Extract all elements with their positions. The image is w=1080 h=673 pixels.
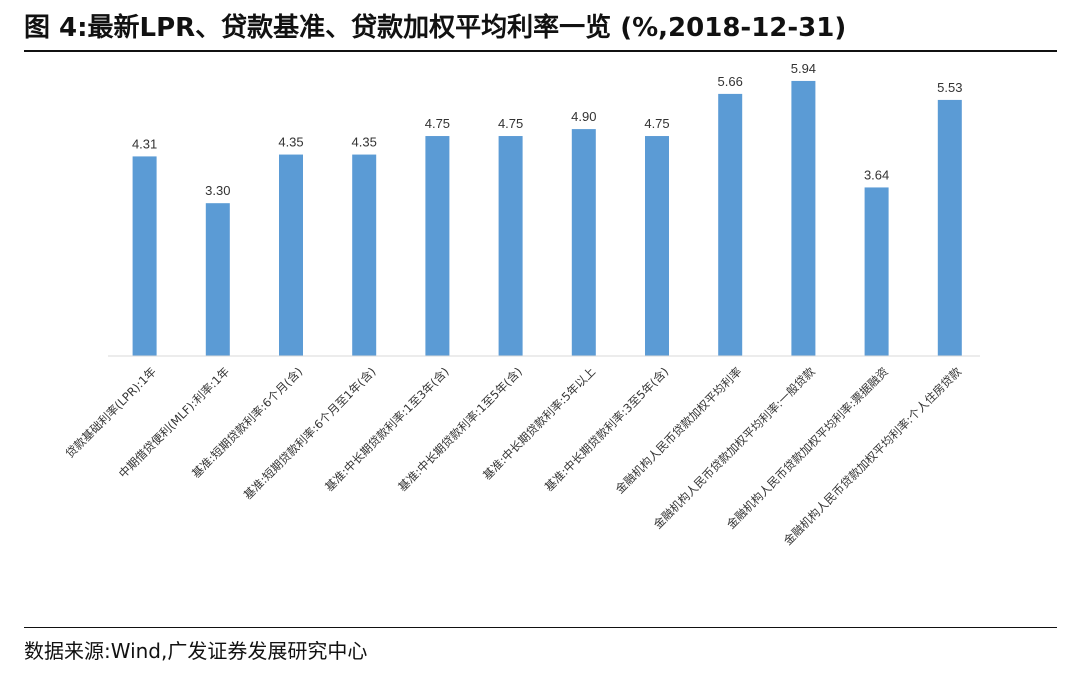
bar-1: [132, 156, 157, 356]
category-labels-group: 贷款基础利率(LPR):1年中期借贷便利(MLF):利率:1年基准:短期贷款利率…: [63, 364, 965, 548]
bar-9: [718, 93, 743, 356]
value-label-1: 4.31: [132, 136, 157, 151]
bar-12: [937, 99, 962, 357]
value-label-11: 3.64: [864, 167, 889, 182]
category-label-9: 金融机构人民币贷款加权平均利率: [613, 364, 745, 496]
category-label-11: 金融机构人民币贷款加权平均利率:票据融资: [724, 364, 891, 531]
category-label-8: 基准:中长期贷款利率:3至5年(含): [542, 364, 672, 494]
category-label-10: 金融机构人民币贷款加权平均利率:一般贷款: [651, 364, 818, 531]
bar-6: [498, 136, 523, 356]
value-labels-group: 4.31 3.30 4.35 4.35 4.75 4.75 4.90 4.75 5.66 5.94…: [132, 61, 963, 198]
category-label-4: 基准:短期贷款利率:6个月至1年(含): [241, 364, 379, 502]
value-label-9: 5.66: [718, 74, 743, 89]
source-note: 数据来源:Wind,广发证券发展研究中心: [24, 639, 368, 663]
value-label-4: 4.35: [352, 135, 377, 150]
value-label-2: 3.30: [205, 183, 230, 198]
value-label-5: 4.75: [425, 116, 450, 131]
bar-3: [279, 154, 303, 356]
category-label-5: 基准:中长期贷款利率:1至3年(含): [322, 364, 452, 494]
figure-title: 图 4:最新LPR、贷款基准、贷款加权平均利率一览 (%,2018-12-31): [24, 13, 847, 43]
bar-4: [352, 154, 377, 356]
category-label-6: 基准:中长期贷款利率:1至5年(含): [395, 364, 525, 494]
source-rule: [24, 627, 1057, 628]
value-label-6: 4.75: [498, 116, 523, 131]
bar-5: [425, 136, 450, 356]
title-rule: [24, 50, 1057, 52]
bar-8: [645, 136, 669, 356]
value-label-12: 5.53: [937, 80, 962, 95]
bar-2: [205, 203, 230, 356]
value-label-10: 5.94: [791, 61, 816, 76]
bar-7: [571, 129, 596, 356]
bar-11: [864, 187, 889, 356]
value-label-8: 4.75: [644, 116, 669, 131]
bar-10: [791, 80, 816, 356]
value-label-3: 4.35: [278, 135, 303, 150]
bars-group: [132, 80, 962, 357]
value-label-7: 4.90: [571, 109, 596, 124]
